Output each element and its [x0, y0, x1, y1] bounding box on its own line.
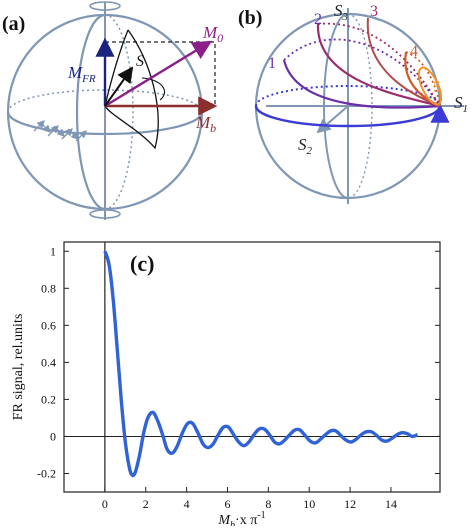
equator-back — [7, 89, 203, 113]
traj-1-label: 1 — [268, 55, 276, 72]
panel-b-tag: (b) — [238, 7, 262, 29]
y-tick-label: 1 — [50, 244, 56, 258]
x-ticks: 0 2 4 6 8 10 12 14 — [102, 487, 397, 511]
y-ticks: 1 0.8 0.6 0.4 0.2 0 -0.2 — [37, 244, 440, 480]
s1-label: S1 — [454, 93, 468, 115]
projection-box — [105, 41, 216, 106]
x-tick-label: 12 — [344, 497, 356, 511]
trajectory-1-front — [254, 103, 450, 128]
panel-c-tag: (c) — [130, 251, 154, 276]
precession-inner-curve — [104, 29, 129, 107]
x-tick-label: 10 — [303, 497, 315, 511]
traj-4-label: 4 — [410, 43, 418, 60]
equator-arrows — [33, 120, 87, 142]
meridian-front — [75, 13, 106, 211]
s2-label: S2 — [298, 135, 313, 157]
m0-label: M0 — [202, 23, 223, 45]
trajectory-3-front — [316, 23, 441, 108]
bottom-rotation-icon — [89, 209, 121, 219]
x-tick-label: 4 — [184, 497, 190, 511]
precession-curve — [104, 29, 159, 150]
trajectory-4-back — [405, 51, 441, 107]
m0-vector — [104, 40, 213, 108]
traj-2-label: 2 — [314, 11, 322, 28]
y-tick-label: -0.2 — [37, 466, 56, 480]
panel-a-tag: (a) — [2, 13, 25, 35]
y-tick-label: 0.6 — [41, 318, 56, 332]
mb-label: Mb — [195, 113, 216, 135]
s3-label: S3 — [334, 1, 349, 23]
meridian-b-back — [347, 13, 373, 199]
panel-a-sphere-diagram: (a) M0 MFR Mb S — [0, 0, 234, 222]
panel-b-svg: (b) S3 S1 S2 1 2 3 4 5 — [238, 1, 468, 204]
panel-b-sphere-trajectories: (b) S3 S1 S2 1 2 3 4 5 — [236, 0, 474, 222]
y-tick-label: 0.4 — [41, 355, 56, 369]
fr-signal-chart: 1 0.8 0.6 0.4 0.2 0 -0.2 0 2 4 6 8 10 12 14 (c) FR si… — [11, 241, 441, 531]
y-tick-label: 0.8 — [41, 281, 56, 295]
trajectory-5 — [417, 66, 443, 106]
y-tick-label: 0 — [50, 429, 56, 443]
top-rotation-icon — [89, 1, 121, 11]
x-tick-label: 2 — [143, 497, 149, 511]
panel-a-svg: (a) M0 MFR Mb S — [2, 1, 223, 220]
trajectory-2-back — [283, 38, 441, 107]
x-axis-label: Mb·x π-1 — [217, 510, 265, 526]
x-tick-label: 0 — [102, 497, 108, 511]
traj-5-label: 5 — [433, 79, 441, 96]
trajectory-3-back — [317, 22, 441, 107]
fr-signal-series — [103, 250, 419, 478]
trajectory-2-front — [282, 59, 441, 109]
x-tick-label: 6 — [224, 497, 230, 511]
x-tick-label: 8 — [265, 497, 271, 511]
s-label: S — [136, 53, 144, 70]
s-vector — [104, 66, 134, 107]
y-tick-label: 0.2 — [41, 392, 56, 406]
panel-c-chart: 1 0.8 0.6 0.4 0.2 0 -0.2 0 2 4 6 8 10 12 14 (c) FR si… — [0, 226, 474, 531]
mfr-label: MFR — [67, 63, 96, 85]
traj-3-label: 3 — [370, 3, 378, 20]
s2-axis — [316, 105, 349, 134]
meridian-back — [104, 14, 134, 210]
x-tick-label: 14 — [385, 497, 397, 511]
plot-frame — [63, 241, 441, 493]
y-axis-label: FR signal, rel.units — [11, 314, 26, 421]
